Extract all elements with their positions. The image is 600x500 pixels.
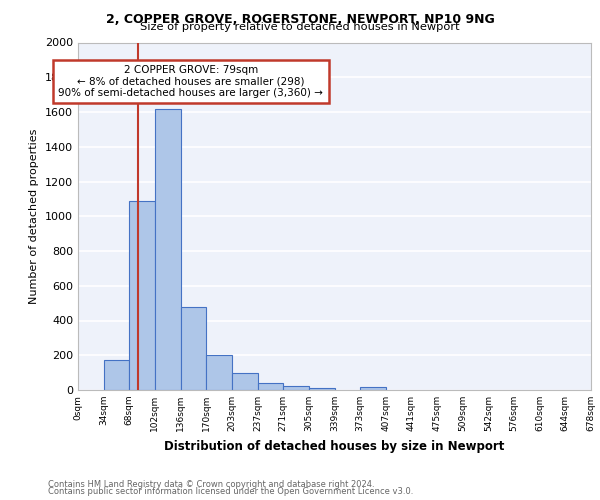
Bar bbox=[104, 360, 130, 390]
Text: 2, COPPER GROVE, ROGERSTONE, NEWPORT, NP10 9NG: 2, COPPER GROVE, ROGERSTONE, NEWPORT, NP… bbox=[106, 13, 494, 26]
Bar bbox=[283, 386, 309, 390]
Bar bbox=[130, 200, 155, 390]
Bar bbox=[232, 372, 257, 390]
X-axis label: Distribution of detached houses by size in Newport: Distribution of detached houses by size … bbox=[164, 440, 505, 452]
Text: Contains public sector information licensed under the Open Government Licence v3: Contains public sector information licen… bbox=[48, 487, 413, 496]
Bar bbox=[257, 382, 283, 390]
Bar bbox=[181, 306, 206, 390]
Bar bbox=[309, 388, 335, 390]
Y-axis label: Number of detached properties: Number of detached properties bbox=[29, 128, 40, 304]
Text: Contains HM Land Registry data © Crown copyright and database right 2024.: Contains HM Land Registry data © Crown c… bbox=[48, 480, 374, 489]
Text: Size of property relative to detached houses in Newport: Size of property relative to detached ho… bbox=[140, 22, 460, 32]
Text: 2 COPPER GROVE: 79sqm
← 8% of detached houses are smaller (298)
90% of semi-deta: 2 COPPER GROVE: 79sqm ← 8% of detached h… bbox=[58, 65, 323, 98]
Bar bbox=[206, 355, 232, 390]
Bar bbox=[155, 108, 181, 390]
Bar bbox=[360, 387, 386, 390]
